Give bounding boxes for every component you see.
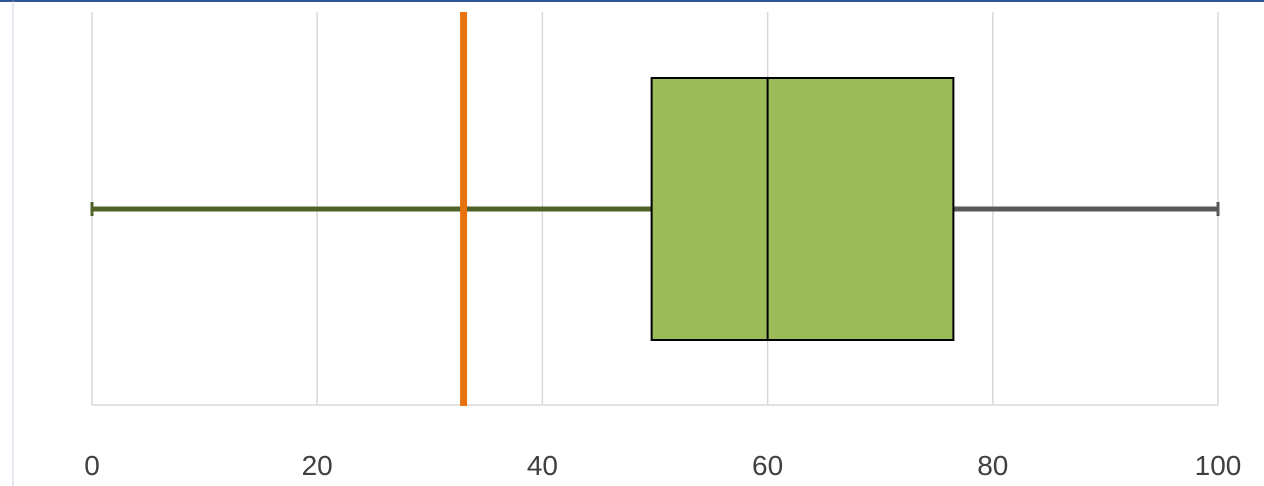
interquartile-box	[650, 77, 955, 341]
x-tick-label: 80	[977, 450, 1008, 481]
x-tick-label: 0	[84, 450, 100, 481]
x-tick-label: 40	[527, 450, 558, 481]
x-tick-label: 20	[302, 450, 333, 481]
x-tick-label: 60	[752, 450, 783, 481]
x-tick-label: 100	[1195, 450, 1242, 481]
box-plot-series	[90, 77, 1220, 341]
x-axis: 0 20 40 60 80 100	[84, 404, 1242, 481]
